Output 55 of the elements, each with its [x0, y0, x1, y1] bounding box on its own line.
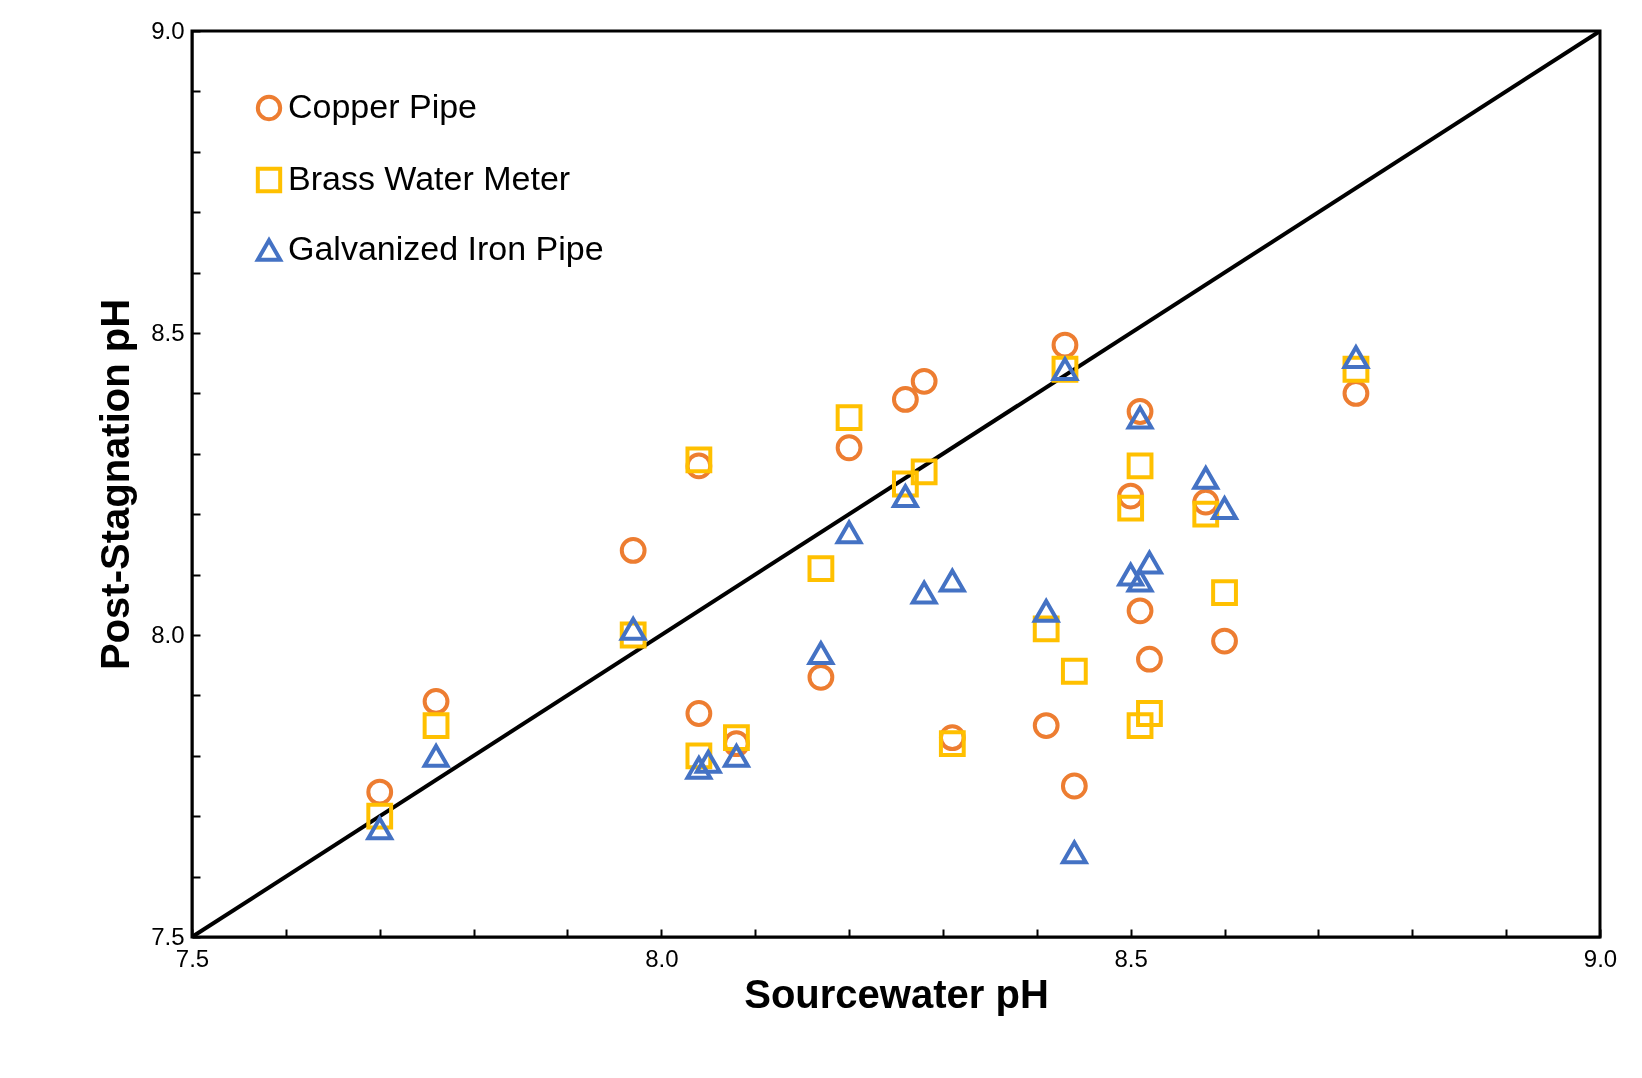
point — [694, 749, 722, 774]
point — [685, 756, 713, 780]
point — [1342, 345, 1370, 370]
point — [619, 617, 647, 641]
point — [1126, 712, 1154, 739]
point — [835, 434, 863, 462]
point — [723, 724, 750, 752]
point — [807, 555, 835, 582]
point — [1117, 494, 1145, 522]
point — [1192, 466, 1220, 490]
point — [366, 816, 394, 841]
legend-label: Brass Water Meter — [288, 159, 571, 197]
point — [1136, 645, 1163, 673]
point — [1126, 597, 1154, 625]
point — [1051, 331, 1079, 359]
point — [685, 446, 713, 474]
point — [807, 641, 835, 665]
point — [1211, 579, 1238, 607]
y-tick-label: 8.0 — [151, 620, 185, 648]
point — [910, 458, 938, 486]
legend-label: Copper Pipe — [288, 87, 478, 125]
point — [1125, 403, 1155, 430]
point — [1126, 452, 1154, 480]
point — [1136, 700, 1163, 727]
point — [619, 537, 647, 564]
point — [723, 743, 750, 768]
point — [891, 484, 919, 508]
point — [835, 404, 863, 431]
point — [422, 743, 450, 768]
point — [1116, 560, 1146, 587]
point — [910, 367, 938, 395]
x-tick-label: 8.0 — [645, 944, 679, 972]
point — [807, 663, 835, 691]
point — [1060, 657, 1088, 685]
point — [1032, 598, 1060, 623]
point — [938, 730, 966, 758]
y-axis-title: Post-Stagnation pH — [93, 298, 138, 671]
y-tick-label: 9.0 — [151, 16, 185, 44]
point — [891, 386, 919, 413]
point — [1136, 548, 1165, 575]
point — [937, 566, 967, 593]
point — [685, 700, 713, 727]
legend-label: Galvanized Iron Pipe — [288, 229, 604, 267]
point — [835, 520, 863, 545]
point — [909, 578, 939, 605]
point — [1211, 627, 1238, 655]
x-tick-label: 9.0 — [1583, 944, 1618, 972]
x-axis-title: Sourcewater pH — [744, 971, 1049, 1016]
point — [1211, 496, 1238, 521]
point — [1060, 772, 1088, 800]
x-tick-label: 8.5 — [1114, 944, 1148, 972]
point — [366, 778, 394, 806]
y-tick-label: 8.5 — [151, 318, 185, 346]
point — [1032, 712, 1060, 739]
point — [422, 712, 450, 739]
